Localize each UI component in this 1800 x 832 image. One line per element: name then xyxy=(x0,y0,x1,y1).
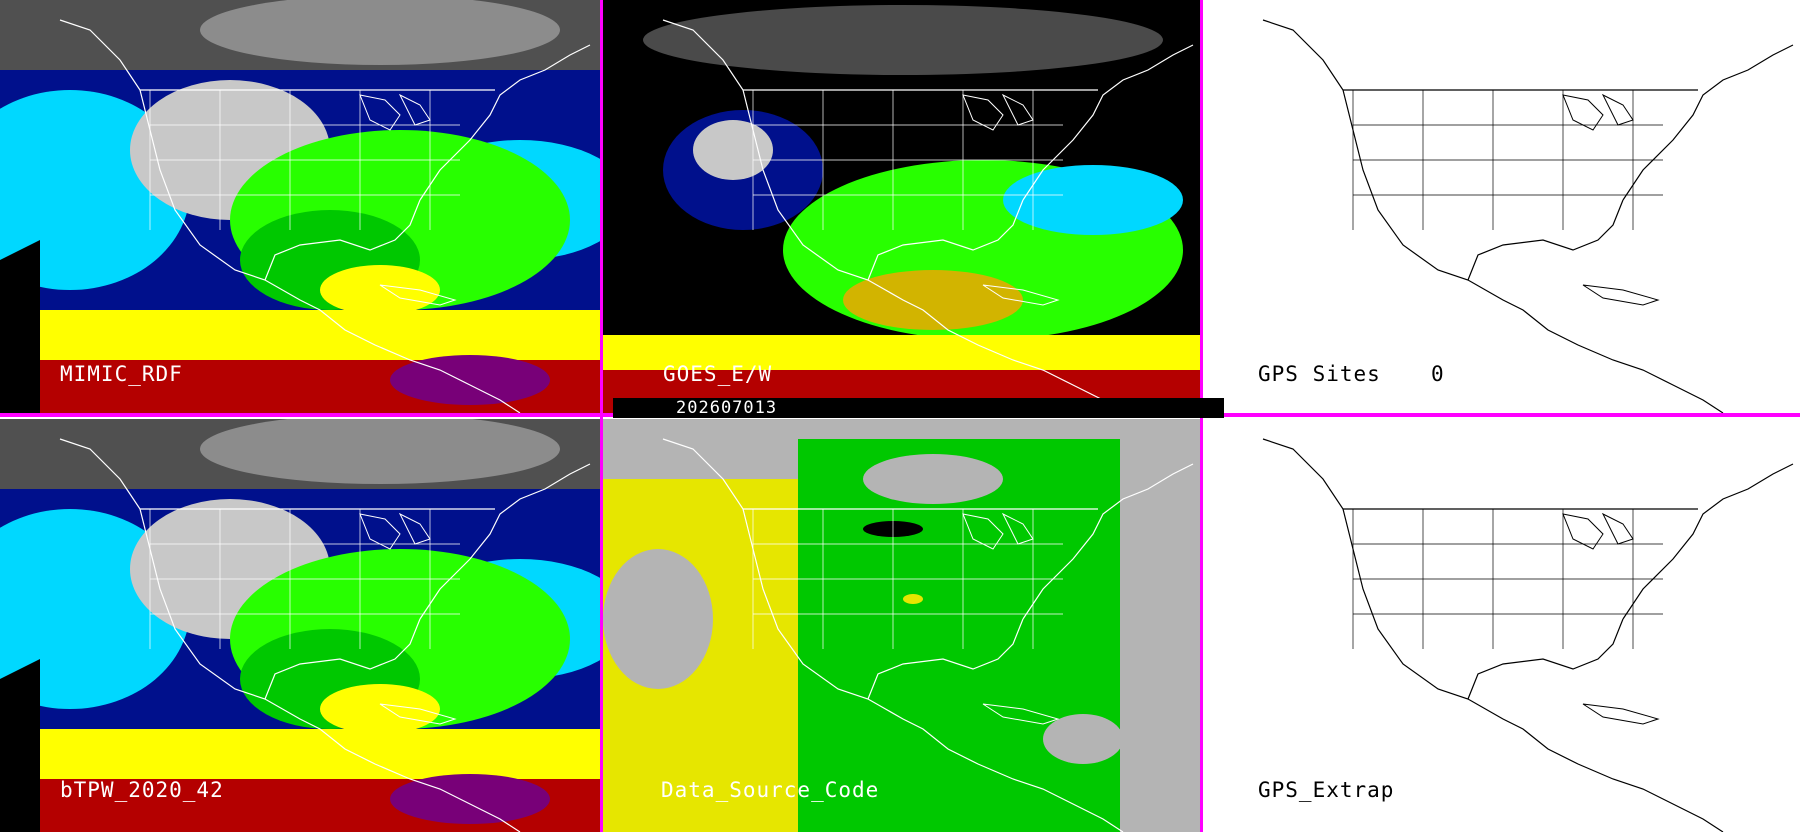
gps-site-count: 0 xyxy=(1431,362,1445,386)
tpw-field-map xyxy=(0,0,600,413)
goes-field-map xyxy=(603,0,1200,413)
source-code-map xyxy=(603,419,1200,832)
panel-label: bTPW_2020_42 xyxy=(60,778,224,802)
timestamp: 202607013 xyxy=(676,398,778,418)
gps-site-map xyxy=(1203,419,1800,832)
gps-site-map xyxy=(1203,0,1800,413)
panel-goes-ew: GOES_E/W xyxy=(603,0,1200,413)
panel-label: GOES_E/W xyxy=(663,362,773,386)
panel-label: MIMIC_RDF xyxy=(60,362,183,386)
panel-data-source-code: Data_Source_Code xyxy=(603,419,1200,832)
panel-gps-extrap: GPS_Extrap xyxy=(1203,419,1800,832)
timestamp-bar xyxy=(613,398,1224,418)
panel-gps-sites: GPS Sites 0 xyxy=(1203,0,1800,413)
tpw-field-map xyxy=(0,419,600,832)
panel-mimic-rdf: MIMIC_RDF xyxy=(0,0,600,413)
panel-label: GPS Sites xyxy=(1258,362,1381,386)
panel-label: Data_Source_Code xyxy=(661,778,880,802)
panel-btpw: bTPW_2020_42 xyxy=(0,419,600,832)
panel-label: GPS_Extrap xyxy=(1258,778,1395,802)
